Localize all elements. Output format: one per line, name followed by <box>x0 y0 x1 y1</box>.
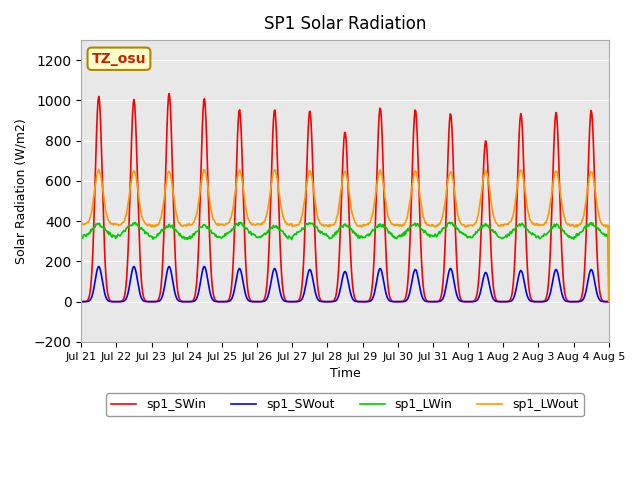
sp1_LWout <box>142 221 150 227</box>
sp1_LWin <box>223 231 231 237</box>
sp1_SWout <box>142 299 150 304</box>
sp1_SWout <box>605 299 612 304</box>
Line: sp1_SWout: sp1_SWout <box>81 266 609 301</box>
sp1_SWout <box>77 299 85 304</box>
sp1_SWout <box>410 270 417 276</box>
sp1_SWin <box>223 299 231 304</box>
Line: sp1_LWin: sp1_LWin <box>81 222 609 301</box>
sp1_LWin <box>195 225 203 230</box>
sp1_LWout <box>77 222 85 228</box>
sp1_SWin <box>195 224 203 229</box>
sp1_SWout <box>223 299 231 304</box>
sp1_SWin <box>425 299 433 304</box>
sp1_SWin <box>141 298 149 303</box>
Y-axis label: Solar Radiation (W/m2): Solar Radiation (W/m2) <box>15 118 28 264</box>
sp1_LWout <box>195 195 203 201</box>
sp1_LWout <box>223 221 231 227</box>
sp1_LWout <box>410 173 417 179</box>
Line: sp1_LWout: sp1_LWout <box>81 169 609 301</box>
Legend: sp1_SWin, sp1_SWout, sp1_LWin, sp1_LWout: sp1_SWin, sp1_SWout, sp1_LWin, sp1_LWout <box>106 394 584 417</box>
sp1_LWin <box>77 234 85 240</box>
Text: TZ_osu: TZ_osu <box>92 52 146 66</box>
sp1_SWout <box>425 299 433 304</box>
Line: sp1_SWin: sp1_SWin <box>81 94 609 301</box>
sp1_SWout <box>95 264 102 269</box>
sp1_LWout <box>95 167 102 172</box>
sp1_LWout <box>425 223 433 228</box>
sp1_LWin <box>605 299 612 304</box>
sp1_LWin <box>142 229 150 235</box>
sp1_SWin <box>87 284 95 289</box>
sp1_LWin <box>132 219 140 225</box>
sp1_SWin <box>410 129 417 134</box>
sp1_SWout <box>87 296 95 302</box>
sp1_LWin <box>425 232 433 238</box>
sp1_SWin <box>605 299 612 304</box>
sp1_LWin <box>87 227 95 232</box>
sp1_SWout <box>195 286 203 291</box>
sp1_SWin <box>165 91 173 96</box>
sp1_LWout <box>87 212 95 218</box>
sp1_LWout <box>605 298 612 304</box>
Title: SP1 Solar Radiation: SP1 Solar Radiation <box>264 15 426 33</box>
X-axis label: Time: Time <box>330 367 360 380</box>
sp1_LWin <box>410 222 417 228</box>
sp1_SWin <box>77 299 85 304</box>
